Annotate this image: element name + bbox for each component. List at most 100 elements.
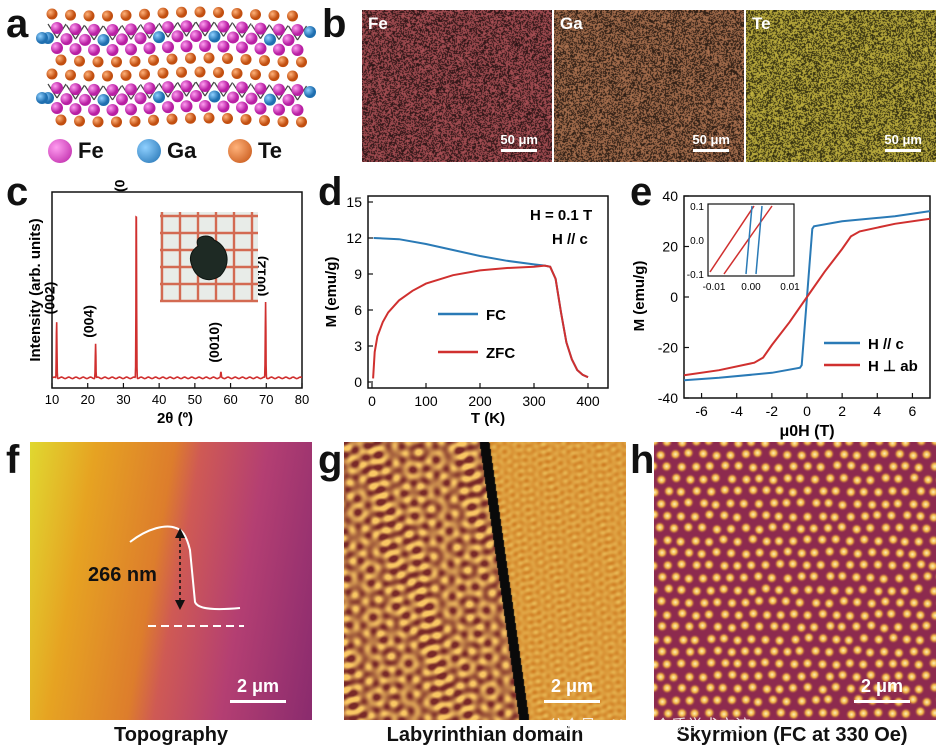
fe-atom <box>199 100 211 113</box>
te-atom <box>111 56 122 68</box>
te-atom <box>83 10 95 22</box>
skyrmion-caption: Skyrmion (FC at 330 Oe) <box>676 724 908 746</box>
te-atom <box>120 69 132 81</box>
labyrinth-domain-image: 2 μm <box>344 442 626 720</box>
mh-xtick-label: -6 <box>695 403 708 419</box>
height-profile-line <box>129 525 241 611</box>
xrd-xtick-label: 60 <box>223 392 237 407</box>
te-atom <box>55 114 67 126</box>
fe-atom <box>236 81 248 94</box>
te-atom <box>157 67 169 79</box>
te-atom <box>296 116 307 128</box>
te-atom <box>296 56 307 68</box>
te-atom <box>148 54 159 66</box>
mh-xlabel: μ0H (T) <box>779 423 834 440</box>
fe-atom <box>125 83 137 96</box>
te-atom <box>287 70 298 82</box>
topography-overlay <box>129 525 244 627</box>
labyrinth-scalebar: 2 μm <box>544 676 600 703</box>
mt-ytick-label: 3 <box>354 338 362 354</box>
mt-ytick-label: 15 <box>346 194 362 210</box>
panel-label-f: f <box>6 438 20 482</box>
te-atom <box>213 6 224 18</box>
mt-ylabel: M (emu/g) <box>323 257 340 328</box>
inset-ab-line <box>709 205 755 273</box>
mt-xtick-label: 200 <box>468 393 492 409</box>
te-atom <box>259 115 270 127</box>
te-atom <box>277 56 289 68</box>
fe-atom <box>227 91 239 104</box>
panel-label-e: e <box>630 170 653 214</box>
fe-atom <box>273 43 285 56</box>
fe-atom <box>143 82 156 95</box>
te-atom <box>139 8 150 20</box>
inset-ab-line <box>723 205 773 275</box>
fe-atom <box>69 23 82 36</box>
xrd-peak-label: (0010) <box>206 322 222 362</box>
ga-atom <box>36 92 48 104</box>
panel-label-b: b <box>322 2 347 46</box>
fe-atom <box>217 100 230 113</box>
te-legend-label: Te <box>258 138 283 163</box>
arrow-up-icon <box>175 528 185 538</box>
xrd-xlabel: 2θ (º) <box>157 410 193 427</box>
mh-ytick-label: 40 <box>662 188 678 204</box>
ga-atom <box>208 30 221 43</box>
fe-atom <box>217 80 230 93</box>
mh-xtick-label: -4 <box>730 403 743 419</box>
te-atom <box>203 52 215 64</box>
te-atom <box>55 54 67 66</box>
eds-map-ga-scale-text: 50 μm <box>692 132 730 147</box>
fc-legend-label: FC <box>486 307 506 324</box>
fe-atom <box>60 33 73 46</box>
fe-atom <box>282 33 295 46</box>
fe-atom <box>88 23 100 36</box>
fe-atom <box>199 20 211 33</box>
fe-legend-dot <box>48 139 72 163</box>
eds-map-te-scalebar: 50 μm <box>884 132 922 152</box>
h-perp-ab-series-line <box>683 217 931 377</box>
te-atom <box>176 66 187 78</box>
te-atom <box>213 66 224 78</box>
fe-atom <box>162 101 174 114</box>
ga-atom <box>264 93 276 106</box>
fe-atom <box>236 21 248 34</box>
xrd-peak-label: (002) <box>42 282 58 315</box>
mt-xtick-label: 300 <box>522 393 546 409</box>
topography-caption: Topography <box>113 724 229 746</box>
eds-map-fe: Fe 50 μm <box>362 10 552 162</box>
te-atom <box>166 113 178 125</box>
fe-atom <box>190 90 202 103</box>
fe-atom <box>254 22 267 35</box>
te-atom <box>250 9 261 21</box>
fe-atom <box>162 21 174 34</box>
mh-xtick-label: 6 <box>909 403 917 419</box>
fe-atom <box>106 83 119 96</box>
fe-atom <box>88 103 100 116</box>
ga-legend-dot <box>137 139 161 163</box>
ga-atom <box>304 86 316 98</box>
fe-atom <box>143 102 156 115</box>
xrd-xtick-label: 70 <box>259 392 273 407</box>
fe-atom <box>143 42 156 55</box>
te-atom <box>222 52 233 64</box>
mt-plot-frame <box>367 195 609 389</box>
te-atom <box>176 6 187 18</box>
fe-atom <box>217 20 230 33</box>
topography-scalebar: 2 μm <box>230 676 286 703</box>
fe-atom <box>217 40 230 53</box>
fe-atom <box>51 22 63 34</box>
xrd-xtick-label: 80 <box>295 392 309 407</box>
ga-atom <box>153 91 165 104</box>
fe-atom <box>116 93 128 106</box>
te-atom <box>46 68 58 80</box>
mh-xtick-label: 0 <box>803 403 811 419</box>
mh-xtick-label: -2 <box>766 403 779 419</box>
fe-atom <box>171 90 184 103</box>
mh-ytick-label: 0 <box>670 289 678 305</box>
xrd-xtick-label: 10 <box>45 392 59 407</box>
mh-xtick-label: 2 <box>838 403 846 419</box>
te-atom <box>65 69 76 81</box>
xrd-xtick-label: 40 <box>152 392 166 407</box>
